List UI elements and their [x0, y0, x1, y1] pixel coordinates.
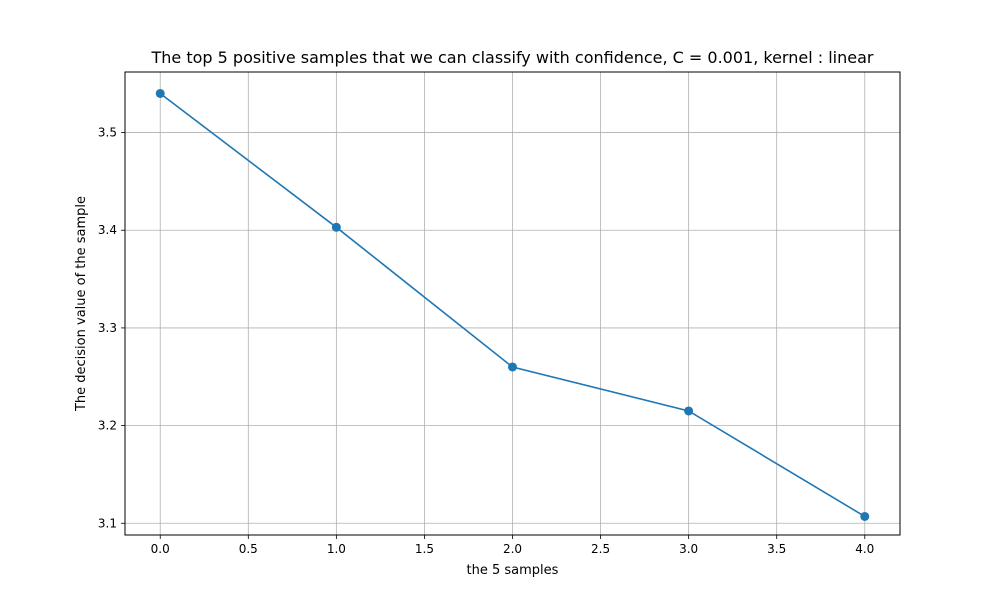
y-tick-label: 3.4 [98, 223, 117, 237]
data-point [860, 511, 870, 521]
data-point [684, 406, 694, 416]
x-tick-label: 1.0 [327, 542, 346, 556]
data-point [331, 222, 341, 232]
series-layer [155, 88, 870, 521]
axis-ticks: 0.0 0.5 1.0 1.5 2.0 2.5 3.0 3.5 4.0 3.1 3.2 3.3 3.4 3… [98, 126, 874, 556]
x-tick-label: 3.0 [679, 542, 698, 556]
y-tick-label: 3.5 [98, 126, 117, 140]
grid-lines [125, 72, 900, 535]
x-axis-label: the 5 samples [467, 563, 559, 578]
y-axis-label: The decision value of the sample [74, 196, 89, 412]
chart-title: The top 5 positive samples that we can c… [151, 48, 874, 67]
x-tick-label: 2.0 [503, 542, 522, 556]
x-tick-label: 0.0 [151, 542, 170, 556]
x-tick-label: 1.5 [415, 542, 434, 556]
x-tick-label: 4.0 [855, 542, 874, 556]
y-tick-label: 3.3 [98, 321, 117, 335]
data-point [155, 88, 165, 98]
x-tick-label: 0.5 [239, 542, 258, 556]
y-tick-label: 3.2 [98, 419, 117, 433]
x-tick-label: 3.5 [767, 542, 786, 556]
data-point [508, 362, 517, 372]
x-tick-label: 2.5 [591, 542, 610, 556]
y-tick-label: 3.1 [98, 516, 117, 530]
